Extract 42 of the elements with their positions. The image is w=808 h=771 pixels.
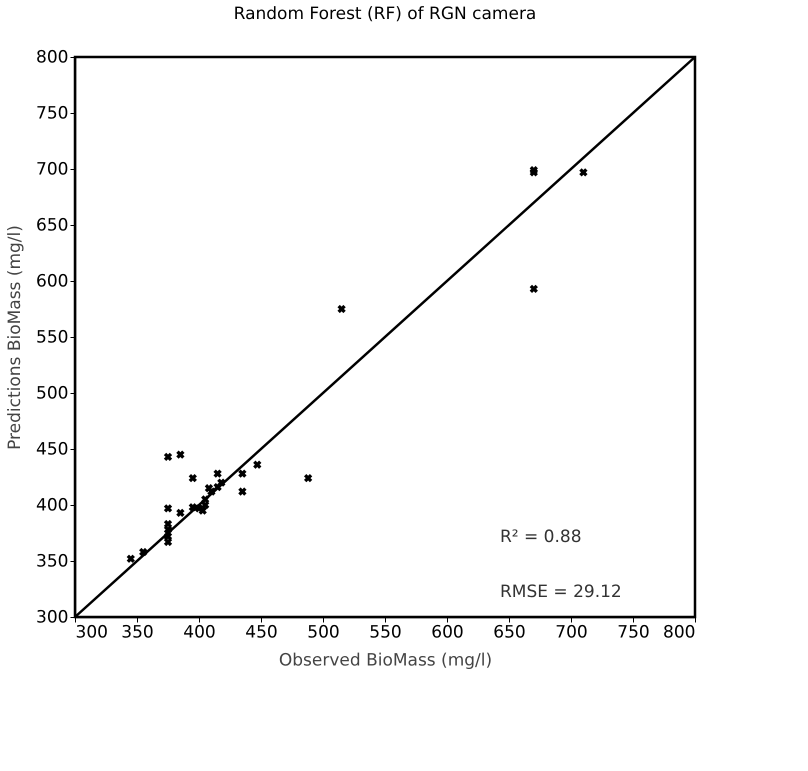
x-tick-label: 700 [555, 622, 588, 642]
point [176, 508, 185, 517]
y-tick-label: 700 [36, 160, 68, 180]
point [176, 450, 185, 459]
point [198, 506, 207, 515]
x-tick-label: 500 [307, 622, 340, 642]
x-tick-label: 750 [617, 622, 650, 642]
y-tick-label: 500 [36, 384, 68, 404]
annotation: R² = 0.88 [500, 527, 582, 547]
point [164, 452, 172, 461]
y-tick-label: 650 [36, 216, 68, 236]
x-tick-label: 800 [663, 622, 696, 642]
point [238, 470, 247, 478]
x-tick-label: 550 [369, 622, 402, 642]
x-tick-label: 350 [121, 622, 154, 642]
y-tick-label: 300 [36, 608, 68, 628]
point [530, 284, 538, 293]
point [253, 460, 262, 469]
chart-title: Random Forest (RF) of RGN camera [234, 4, 536, 24]
y-tick-label: 350 [36, 552, 68, 572]
y-tick-label: 450 [36, 440, 68, 460]
x-tick-label: 300 [76, 622, 108, 642]
x-axis-title: Observed BioMass (mg/l) [278, 650, 492, 670]
point [213, 470, 222, 478]
point [238, 487, 247, 496]
point [579, 168, 588, 176]
point [304, 474, 312, 482]
y-tick-label: 550 [36, 328, 68, 348]
y-tick-label: 800 [36, 48, 68, 68]
y-tick-label: 750 [36, 104, 68, 124]
point [164, 504, 172, 512]
annotation: RMSE = 29.12 [500, 582, 622, 602]
x-tick-label: 450 [245, 622, 278, 642]
x-tick-label: 650 [493, 622, 526, 642]
point [126, 554, 135, 563]
point [337, 304, 346, 314]
y-tick-label: 600 [36, 272, 68, 292]
x-tick-label: 400 [183, 622, 216, 642]
x-tick-label: 600 [431, 622, 464, 642]
point [188, 474, 197, 482]
y-tick-label: 400 [36, 496, 68, 516]
y-axis-title: Predictions BioMass (mg/l) [5, 225, 26, 450]
